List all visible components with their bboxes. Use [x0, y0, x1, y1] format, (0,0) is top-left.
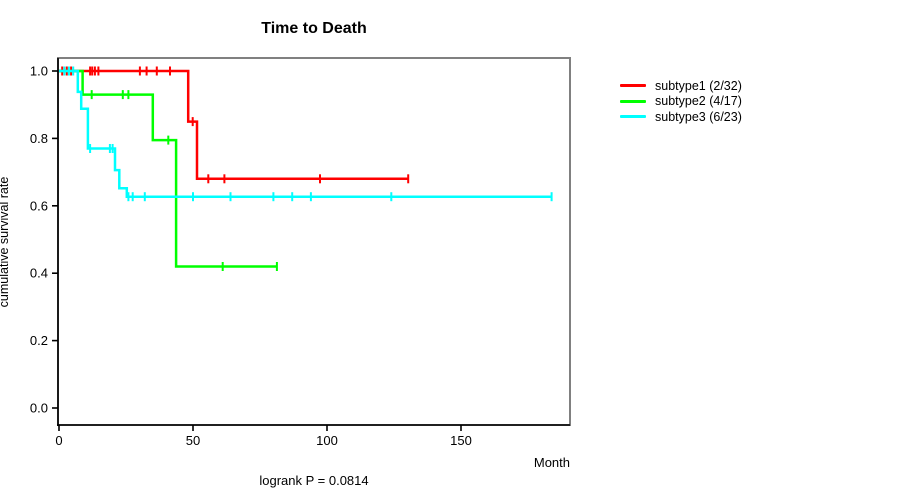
legend-label-subtype1: subtype1 (2/32) — [655, 78, 742, 93]
svg-text:0.4: 0.4 — [30, 266, 48, 281]
subtype3-line-icon — [620, 115, 646, 119]
legend-label-subtype2: subtype2 (4/17) — [655, 94, 742, 109]
y-axis-label: cumulative survival rate — [0, 176, 11, 308]
svg-text:0.8: 0.8 — [30, 131, 48, 146]
svg-text:0.0: 0.0 — [30, 401, 48, 416]
svg-text:50: 50 — [186, 433, 200, 448]
svg-text:0.6: 0.6 — [30, 198, 48, 213]
legend-item-subtype3: subtype3 (6/23) — [620, 109, 742, 125]
logrank-caption: logrank P = 0.0814 — [259, 473, 369, 488]
svg-text:100: 100 — [316, 433, 338, 448]
svg-text:0: 0 — [55, 433, 62, 448]
svg-text:0.2: 0.2 — [30, 333, 48, 348]
svg-text:150: 150 — [450, 433, 472, 448]
legend-item-subtype2: subtype2 (4/17) — [620, 94, 742, 110]
legend-item-subtype1: subtype1 (2/32) — [620, 78, 742, 94]
subtype2-line-icon — [620, 99, 646, 103]
x-axis-label: Month — [533, 455, 570, 470]
legend: subtype1 (2/32) subtype2 (4/17) subtype3… — [620, 78, 742, 125]
svg-text:1.0: 1.0 — [30, 64, 48, 79]
subtype1-line-icon — [620, 84, 646, 88]
legend-label-subtype3: subtype3 (6/23) — [655, 109, 742, 124]
chart-title: Time to Death — [261, 20, 367, 37]
